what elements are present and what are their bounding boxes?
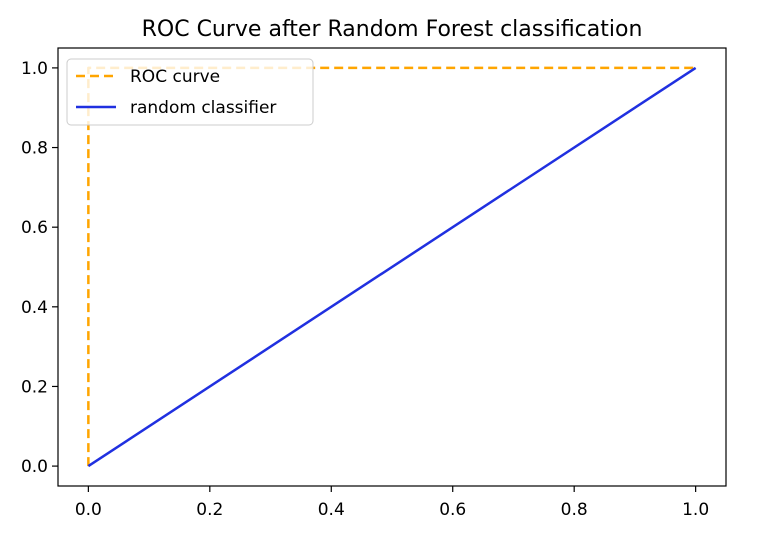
y-tick-label: 0.4 [21, 298, 48, 318]
y-tick-label: 0.2 [21, 377, 48, 397]
x-tick-label: 0.6 [439, 500, 466, 520]
legend: ROC curve random classifier [66, 58, 314, 126]
x-tick-label: 0.0 [75, 500, 102, 520]
y-tick-label: 1.0 [21, 59, 48, 79]
series-layer [87, 66, 697, 468]
y-tick-label: 0.6 [21, 218, 48, 238]
x-tick-label: 0.4 [318, 500, 345, 520]
legend-box [66, 58, 314, 126]
legend-label: random classifier [130, 98, 276, 118]
axes-frame [57, 47, 727, 487]
series-line-2 [87, 66, 697, 468]
y-axis: 0.0 0.2 0.4 0.6 0.8 1.0 [21, 59, 58, 477]
x-tick-label: 0.2 [196, 500, 223, 520]
x-tick-label: 0.8 [561, 500, 588, 520]
chart-title: ROC Curve after Random Forest classifica… [142, 17, 643, 42]
legend-label: ROC curve [130, 67, 220, 87]
x-tick-label: 1.0 [682, 500, 709, 520]
y-tick-label: 0.8 [21, 139, 48, 159]
x-axis: 0.0 0.2 0.4 0.6 0.8 1.0 [75, 486, 709, 520]
y-tick-label: 0.0 [21, 457, 48, 477]
